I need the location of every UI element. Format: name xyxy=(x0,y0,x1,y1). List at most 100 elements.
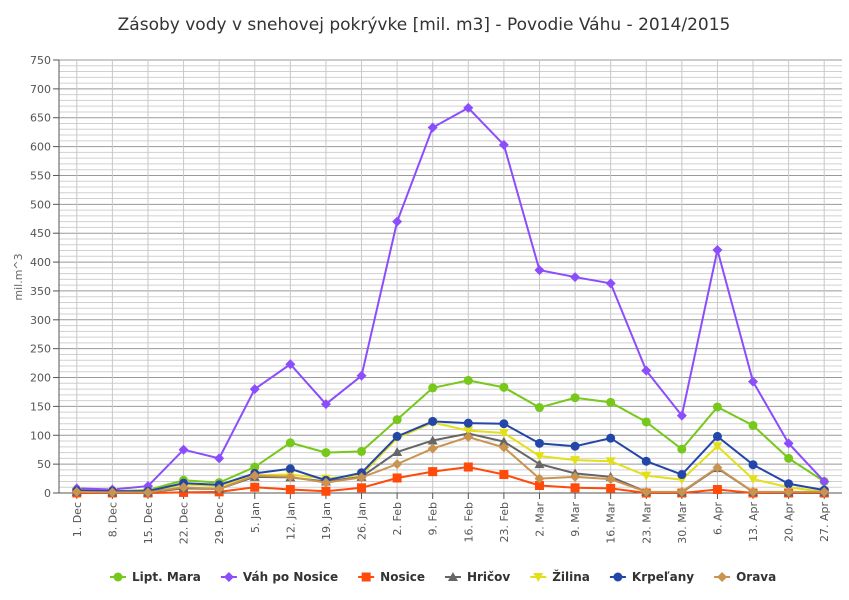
legend-item[interactable]: Nosice xyxy=(358,570,425,584)
data-point xyxy=(499,470,509,480)
y-tick-label: 450 xyxy=(30,227,51,240)
legend-marker xyxy=(717,572,728,582)
data-point xyxy=(712,402,722,412)
x-tick-label: 23. Feb xyxy=(498,502,511,542)
x-tick-label: 26. Jan xyxy=(356,502,369,540)
legend-item[interactable]: Žilina xyxy=(530,569,590,584)
series-line xyxy=(76,435,825,494)
data-point xyxy=(783,438,794,449)
data-point xyxy=(748,475,759,485)
data-point xyxy=(534,265,545,276)
data-point xyxy=(392,431,402,441)
y-tick-label: 100 xyxy=(30,429,51,442)
data-point xyxy=(285,485,295,495)
data-point xyxy=(463,418,473,428)
data-point xyxy=(677,444,687,454)
data-point xyxy=(641,456,651,466)
legend-marker xyxy=(361,572,371,582)
data-point xyxy=(676,410,687,421)
data-point xyxy=(534,480,544,490)
x-tick-label: 16. Feb xyxy=(462,502,475,542)
data-point xyxy=(748,376,759,387)
data-point xyxy=(427,443,438,454)
data-point xyxy=(320,477,331,488)
data-point xyxy=(321,448,331,458)
data-point xyxy=(534,473,545,484)
x-tick-label: 30. Mar xyxy=(676,502,689,544)
legend-label: Nosice xyxy=(380,570,425,584)
data-point xyxy=(320,399,331,410)
y-tick-label: 200 xyxy=(30,372,51,385)
data-point xyxy=(392,216,403,227)
data-point xyxy=(357,446,367,456)
data-point xyxy=(784,479,794,489)
data-point xyxy=(534,438,544,448)
data-point xyxy=(641,471,652,481)
data-point xyxy=(677,470,687,480)
data-point xyxy=(819,476,830,487)
y-tick-label: 350 xyxy=(30,285,51,298)
data-point xyxy=(107,487,118,498)
data-point xyxy=(392,415,402,425)
data-point xyxy=(392,459,403,470)
data-point xyxy=(285,471,296,482)
data-point xyxy=(606,397,616,407)
y-tick-label: 250 xyxy=(30,343,51,356)
data-point xyxy=(534,452,545,462)
data-point xyxy=(712,462,723,473)
x-tick-label: 12. Jan xyxy=(284,502,297,540)
data-point xyxy=(392,473,402,483)
data-point xyxy=(250,482,260,492)
data-point xyxy=(463,426,474,436)
x-tick-label: 15. Dec xyxy=(142,502,155,544)
x-tick-label: 19. Jan xyxy=(320,502,333,540)
series-krpe-any xyxy=(72,416,829,496)
y-tick-label: 700 xyxy=(30,83,51,96)
data-point xyxy=(71,486,82,497)
legend-marker xyxy=(113,572,123,582)
y-tick-label: 500 xyxy=(30,198,51,211)
data-point xyxy=(606,433,616,443)
data-point xyxy=(534,459,545,469)
x-tick-label: 8. Dec xyxy=(106,502,119,537)
y-tick-label: 600 xyxy=(30,141,51,154)
legend-item[interactable]: Krpeľany xyxy=(609,570,694,584)
data-point xyxy=(712,442,723,452)
data-point xyxy=(214,483,225,494)
data-point xyxy=(641,417,651,427)
legend-marker xyxy=(533,573,544,582)
data-point xyxy=(142,487,153,498)
legend-item[interactable]: Orava xyxy=(714,570,776,584)
x-tick-label: 16. Mar xyxy=(605,502,618,544)
x-tick-label: 9. Mar xyxy=(569,502,582,537)
legend-label: Krpeľany xyxy=(632,570,694,584)
data-point xyxy=(250,462,260,472)
data-point xyxy=(214,453,225,464)
data-point xyxy=(783,486,794,497)
data-point xyxy=(534,403,544,413)
data-point xyxy=(463,431,474,442)
data-point xyxy=(570,393,580,403)
legend-item[interactable]: Hričov xyxy=(444,570,510,584)
data-point xyxy=(712,244,723,255)
data-point xyxy=(463,102,474,113)
legend-label: Hričov xyxy=(467,570,510,584)
legend-item[interactable]: Váh po Nosice xyxy=(220,570,338,584)
data-point xyxy=(748,420,758,430)
data-point xyxy=(428,467,438,477)
data-point xyxy=(570,483,580,493)
x-tick-label: 23. Mar xyxy=(640,502,653,544)
data-point xyxy=(356,472,367,483)
x-tick-label: 2. Mar xyxy=(533,502,546,537)
data-point xyxy=(428,383,438,393)
y-tick-label: 650 xyxy=(30,112,51,125)
x-tick-label: 22. Dec xyxy=(178,502,191,544)
legend-label: Váh po Nosice xyxy=(243,570,338,584)
data-point xyxy=(819,486,830,497)
data-point xyxy=(498,428,509,438)
data-point xyxy=(712,485,722,495)
data-point xyxy=(498,139,509,150)
data-point xyxy=(428,416,438,426)
legend-item[interactable]: Lipt. Mara xyxy=(110,570,201,584)
